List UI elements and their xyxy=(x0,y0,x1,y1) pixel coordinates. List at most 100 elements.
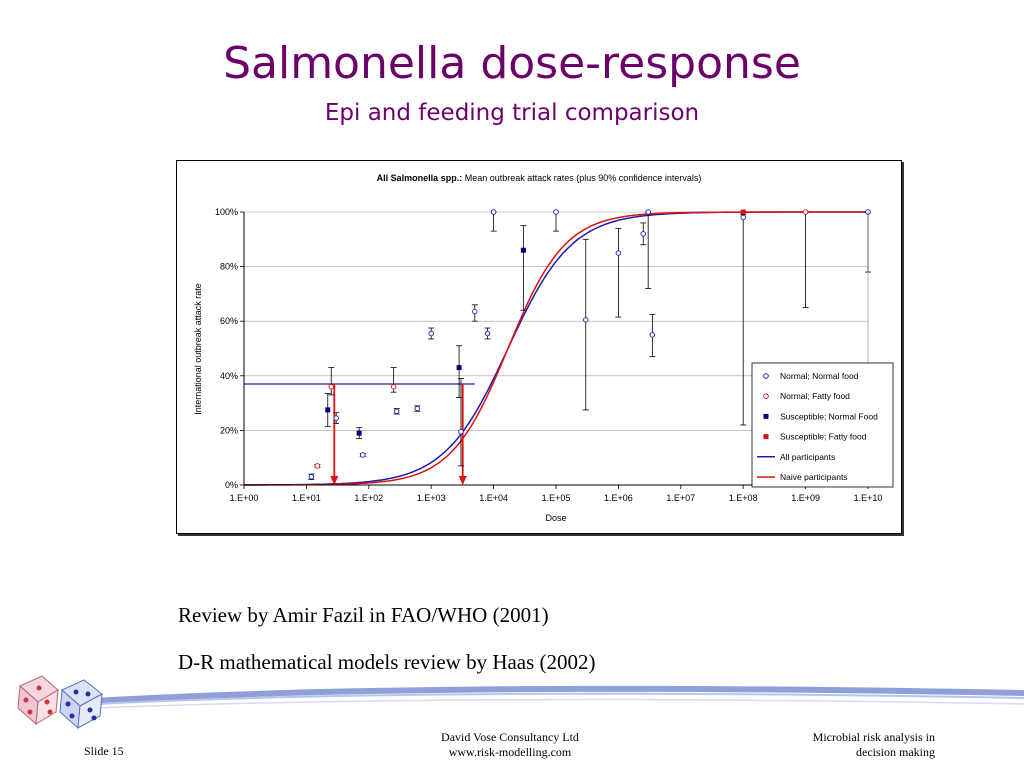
marker-open-circle xyxy=(640,231,646,237)
x-tick-label: 1.E+00 xyxy=(230,493,259,503)
data-point xyxy=(645,209,652,289)
y-tick-label: 60% xyxy=(220,316,238,326)
x-tick-label: 1.E+09 xyxy=(791,493,820,503)
chart-title-bold: All Salmonella spp.: xyxy=(377,173,463,183)
chart-title: All Salmonella spp.: Mean outbreak attac… xyxy=(377,173,702,183)
data-point xyxy=(457,378,464,467)
dose-response-chart: All Salmonella spp.: Mean outbreak attac… xyxy=(193,173,894,523)
data-point xyxy=(471,304,478,322)
y-tick-label: 0% xyxy=(225,480,238,490)
marker-filled-square xyxy=(325,407,331,413)
x-tick-label: 1.E+04 xyxy=(479,493,508,503)
legend-marker-filled-square xyxy=(763,413,769,419)
blue-die xyxy=(59,679,103,730)
data-point xyxy=(393,408,400,415)
y-axis-label: International outbreak attack rate xyxy=(193,283,203,415)
legend-label: Susceptible; Fatty food xyxy=(780,432,867,442)
data-point xyxy=(356,427,363,439)
data-point xyxy=(328,367,335,396)
legend-label: All participants xyxy=(780,452,835,462)
axes: 0% 20% 40% 60% 80% 100% 1.E+00 1.E+01 1.E+02 1.E+… xyxy=(215,207,882,503)
marker-open-circle xyxy=(484,330,491,337)
x-tick-label: 1.E+08 xyxy=(729,493,758,503)
data-point xyxy=(582,238,589,411)
marker-open-circle xyxy=(645,209,651,215)
data-point xyxy=(308,473,315,480)
topic-line-1: Microbial risk analysis in xyxy=(812,730,935,744)
x-tick-label: 1.E+06 xyxy=(604,493,633,503)
legend-label: Normal; Fatty food xyxy=(780,391,850,401)
marker-open-circle xyxy=(583,317,589,323)
company-website: www.risk-modelling.com xyxy=(448,745,572,759)
y-tick-label: 40% xyxy=(220,371,238,381)
data-point xyxy=(490,209,497,232)
marker-open-circle xyxy=(308,474,315,480)
legend-label: Naive participants xyxy=(780,472,848,482)
data-point xyxy=(390,367,397,393)
marker-filled-square xyxy=(356,430,362,436)
company-name: David Vose Consultancy Ltd xyxy=(441,730,579,744)
chart-frame: All Salmonella spp.: Mean outbreak attac… xyxy=(176,160,902,534)
grid-layer xyxy=(244,211,868,486)
data-point xyxy=(359,452,366,458)
x-axis-label: Dose xyxy=(545,513,566,523)
x-tick-label: 1.E+02 xyxy=(354,493,383,503)
marker-open-circle xyxy=(649,332,656,338)
marker-open-circle xyxy=(428,330,434,337)
marker-filled-square xyxy=(456,365,462,371)
data-point xyxy=(740,209,747,216)
topic-line-2: decision making xyxy=(856,745,935,759)
slide-number: Slide 15 xyxy=(84,744,124,758)
marker-open-circle xyxy=(553,209,559,215)
data-point xyxy=(649,313,656,358)
data-point xyxy=(484,327,491,340)
curve-naive-participants xyxy=(244,211,868,486)
marker-open-circle xyxy=(393,408,400,415)
marker-open-circle xyxy=(490,209,497,215)
x-tick-label: 1.E+10 xyxy=(854,493,883,503)
data-point xyxy=(802,209,809,308)
data-point xyxy=(324,393,331,427)
marker-open-circle xyxy=(458,429,464,435)
down-arrow-head xyxy=(458,476,467,485)
data-point xyxy=(333,412,340,424)
data-point xyxy=(520,225,527,311)
x-tick-label: 1.E+03 xyxy=(417,493,446,503)
data-point xyxy=(615,227,622,318)
reference-annotations xyxy=(244,383,475,485)
marker-open-circle xyxy=(314,463,321,469)
y-tick-label: 80% xyxy=(220,262,238,272)
data-point xyxy=(456,345,463,399)
marker-open-circle xyxy=(414,405,421,412)
marker-open-circle xyxy=(390,383,397,390)
x-tick-label: 1.E+05 xyxy=(542,493,571,503)
legend-marker-filled-square xyxy=(763,434,769,440)
chart-legend: Normal; Normal food Normal; Fatty food Sus… xyxy=(751,362,894,488)
down-arrow-head xyxy=(330,476,339,485)
y-tick-label: 100% xyxy=(215,207,238,217)
marker-filled-square xyxy=(520,247,526,253)
legend-marker-open-circle xyxy=(763,373,769,379)
marker-filled-square xyxy=(740,209,746,215)
marker-open-circle xyxy=(333,415,339,421)
legend-box xyxy=(751,362,894,488)
dice-logo xyxy=(17,675,103,730)
curve-layer xyxy=(244,211,868,486)
footer-wave-band xyxy=(94,685,1024,709)
data-point xyxy=(553,209,559,232)
marker-open-circle xyxy=(328,383,334,390)
marker-open-circle xyxy=(615,250,622,256)
footer-company: David Vose Consultancy Ltd www.risk-mode… xyxy=(400,730,620,760)
reference-haas: D-R mathematical models review by Haas (… xyxy=(178,650,596,674)
marker-open-circle xyxy=(360,452,366,458)
y-tick-label: 20% xyxy=(220,425,238,435)
marker-open-circle xyxy=(802,209,809,215)
legend-label: Normal; Normal food xyxy=(780,371,859,381)
data-point xyxy=(314,463,321,469)
x-tick-label: 1.E+01 xyxy=(292,493,321,503)
slide-subtitle: Epi and feeding trial comparison xyxy=(324,100,700,126)
data-point xyxy=(428,327,435,340)
data-point xyxy=(414,405,421,412)
reference-fazil: Review by Amir Fazil in FAO/WHO (2001) xyxy=(178,603,549,627)
marker-open-circle xyxy=(740,214,746,221)
